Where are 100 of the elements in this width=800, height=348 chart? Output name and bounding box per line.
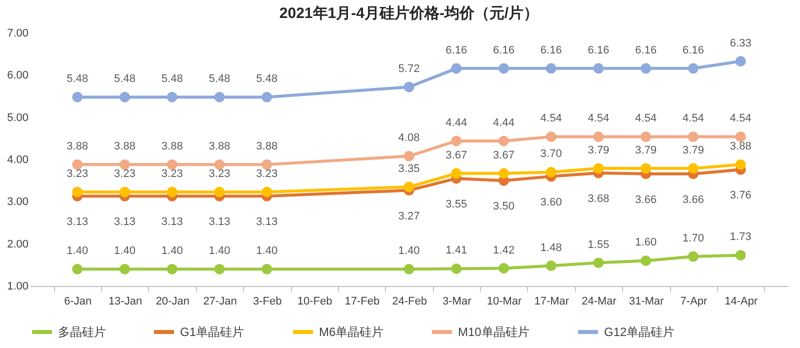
point — [640, 163, 652, 174]
data-label: 1.40 — [398, 245, 420, 258]
data-label: 5.72 — [398, 62, 420, 75]
point — [166, 264, 178, 274]
data-label: 1.40 — [256, 245, 278, 258]
data-label: 3.13 — [256, 216, 278, 228]
data-label: 4.44 — [446, 116, 468, 129]
point — [688, 251, 698, 262]
point — [735, 131, 746, 142]
data-label: 5.48 — [208, 73, 230, 86]
point — [262, 159, 272, 170]
data-label: 3.50 — [493, 200, 514, 213]
data-label: 1.40 — [114, 245, 136, 258]
data-label: 3.23 — [256, 168, 278, 180]
y-tick-label: 2.00 — [7, 238, 28, 250]
x-tick-label: 10-Mar — [486, 296, 522, 308]
y-tick-label: 6.00 — [7, 70, 28, 82]
data-label: 5.48 — [256, 73, 278, 86]
y-tick-label: 4.00 — [7, 154, 28, 166]
point — [498, 136, 509, 146]
point — [262, 186, 272, 198]
data-label: 3.88 — [114, 140, 136, 153]
data-label: 3.35 — [398, 162, 420, 175]
x-tick-label: 14-Apr — [724, 296, 758, 308]
data-label: 1.73 — [730, 231, 752, 244]
x-tick-label: 17-Feb — [344, 296, 380, 308]
point — [214, 264, 225, 274]
data-label: 3.55 — [446, 198, 468, 210]
data-label: 5.48 — [161, 73, 183, 86]
data-label: 4.54 — [682, 112, 704, 125]
x-tick-label: 3-Feb — [253, 296, 282, 308]
point — [120, 264, 130, 274]
data-label: 3.68 — [588, 192, 610, 205]
point — [640, 131, 652, 142]
data-label: 3.88 — [256, 140, 278, 153]
point — [404, 182, 414, 192]
legend-label: M6单晶硅片 — [319, 325, 384, 339]
point — [262, 92, 272, 102]
data-label: 1.70 — [682, 232, 704, 244]
point — [688, 163, 698, 174]
data-label: 3.23 — [114, 168, 136, 180]
point — [546, 166, 556, 178]
data-label: 3.88 — [208, 140, 230, 153]
point — [72, 186, 83, 198]
data-label: 3.66 — [635, 194, 657, 206]
data-label: 3.60 — [540, 196, 562, 208]
data-label: 5.48 — [114, 73, 136, 86]
x-tick-label: 10-Feb — [297, 296, 332, 308]
data-label: 3.23 — [66, 168, 88, 180]
point — [451, 168, 462, 179]
data-label: 6.16 — [446, 44, 468, 56]
data-label: 6.16 — [588, 44, 610, 56]
data-label: 3.13 — [208, 216, 230, 228]
point — [72, 159, 83, 170]
data-label: 4.08 — [398, 132, 420, 144]
data-label: 1.40 — [161, 245, 183, 258]
point — [498, 63, 509, 74]
data-label: 6.16 — [635, 44, 657, 56]
point — [688, 131, 698, 142]
data-label: 4.54 — [730, 112, 752, 125]
x-tick-label: 31-Mar — [628, 296, 664, 308]
point — [214, 186, 225, 198]
data-label: 3.23 — [208, 168, 230, 180]
data-label: 1.40 — [208, 245, 230, 258]
x-tick-label: 17-Mar — [534, 296, 570, 308]
point — [593, 258, 604, 268]
x-tick-label: 24-Feb — [392, 296, 427, 308]
data-label: 4.54 — [540, 112, 562, 125]
data-label: 1.42 — [493, 244, 514, 256]
x-tick-label: 27-Jan — [203, 296, 237, 308]
data-label: 3.13 — [66, 216, 88, 228]
point — [546, 260, 556, 271]
x-tick-label: 13-Jan — [108, 296, 142, 308]
data-label: 6.16 — [682, 44, 704, 56]
data-label: 1.48 — [540, 242, 562, 254]
point — [735, 250, 746, 260]
y-tick-label: 7.00 — [7, 28, 28, 40]
point — [120, 186, 130, 198]
data-label: 6.16 — [493, 44, 514, 56]
x-tick-label: 3-Mar — [442, 296, 472, 308]
legend-label: G12单晶硅片 — [604, 325, 675, 339]
data-label: 5.48 — [66, 73, 88, 86]
point — [593, 63, 604, 74]
data-label: 3.27 — [398, 210, 420, 222]
point — [735, 56, 746, 66]
data-label: 3.79 — [635, 144, 657, 156]
point — [262, 264, 272, 274]
point — [593, 131, 604, 142]
point — [214, 92, 225, 102]
point — [404, 82, 414, 92]
chart-title: 2021年1月-4月硅片价格-均价（元/片） — [279, 5, 539, 22]
y-tick-label: 1.00 — [7, 280, 28, 292]
point — [735, 159, 746, 170]
y-tick-label: 5.00 — [7, 112, 28, 124]
data-label: 4.44 — [493, 116, 514, 129]
point — [166, 186, 178, 198]
data-label: 3.67 — [493, 149, 514, 162]
point — [72, 92, 83, 102]
legend-label: G1单晶硅片 — [180, 325, 244, 339]
x-tick-label: 6-Jan — [64, 296, 92, 308]
